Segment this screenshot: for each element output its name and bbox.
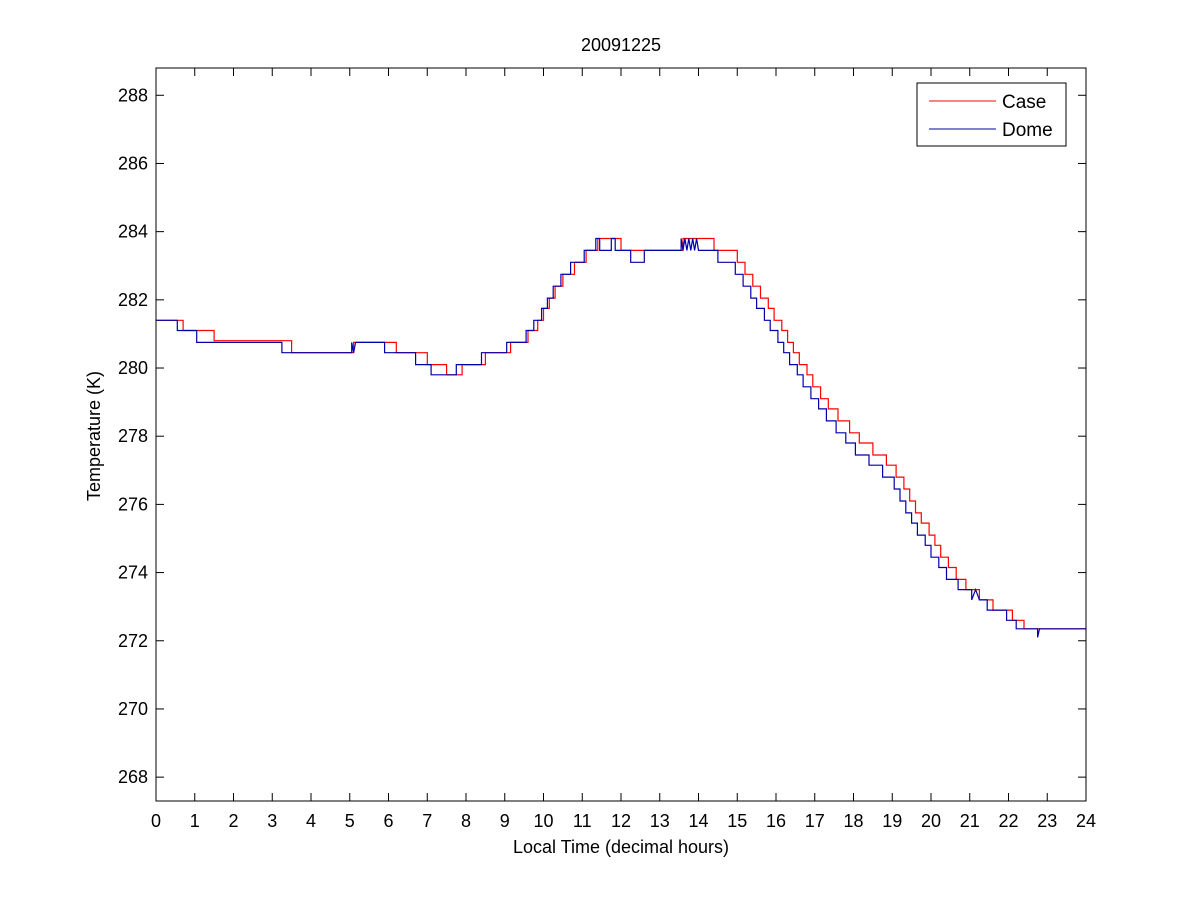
y-tick-label: 284 — [118, 222, 148, 242]
chart-title: 20091225 — [581, 35, 661, 55]
y-tick-label: 278 — [118, 426, 148, 446]
x-tick-label: 19 — [882, 811, 902, 831]
x-tick-label: 9 — [500, 811, 510, 831]
series-layer — [156, 237, 1086, 638]
x-tick-label: 20 — [921, 811, 941, 831]
y-tick-label: 276 — [118, 494, 148, 514]
x-tick-label: 7 — [422, 811, 432, 831]
x-tick-label: 2 — [228, 811, 238, 831]
y-tick-label: 286 — [118, 153, 148, 173]
x-tick-label: 16 — [766, 811, 786, 831]
x-tick-label: 0 — [151, 811, 161, 831]
legend-box — [916, 82, 1067, 147]
y-tick-label: 282 — [118, 290, 148, 310]
y-tick-label: 280 — [118, 358, 148, 378]
y-tick-label: 274 — [118, 563, 148, 583]
x-tick-label: 12 — [611, 811, 631, 831]
legend-label-case: Case — [1002, 92, 1046, 113]
x-tick-label: 11 — [573, 811, 592, 831]
x-tick-label: 4 — [306, 811, 316, 831]
x-tick-label: 22 — [998, 811, 1018, 831]
legend-label-dome: Dome — [1002, 120, 1053, 141]
x-axis-label: Local Time (decimal hours) — [513, 837, 729, 857]
x-tick-label: 18 — [843, 811, 863, 831]
y-tick-label: 270 — [118, 699, 148, 719]
y-tick-label: 268 — [118, 767, 148, 787]
x-tick-label: 10 — [533, 811, 553, 831]
y-ticks: 268 270 272 274 276 278 280 282 284 286 288 — [118, 85, 1086, 787]
x-tick-label: 1 — [190, 811, 200, 831]
plot-area — [156, 68, 1086, 801]
y-axis-label: Temperature (K) — [84, 371, 104, 501]
x-tick-label: 8 — [461, 811, 471, 831]
x-tick-label: 21 — [960, 811, 980, 831]
x-tick-label: 24 — [1076, 811, 1096, 831]
series-line-dome — [156, 237, 1086, 638]
x-tick-label: 14 — [688, 811, 708, 831]
y-tick-label: 272 — [118, 631, 148, 651]
x-tick-label: 13 — [650, 811, 670, 831]
x-tick-label: 23 — [1037, 811, 1057, 831]
x-tick-label: 6 — [383, 811, 393, 831]
x-tick-label: 3 — [267, 811, 277, 831]
x-tick-label: 5 — [345, 811, 355, 831]
x-ticks: 0 1 2 3 4 5 6 7 8 9 10 11 12 13 14 15 16 17 18 19 20 21 22 23 24 — [151, 68, 1096, 831]
legend: Case Dome — [916, 82, 1067, 147]
y-tick-label: 288 — [118, 85, 148, 105]
x-tick-label: 15 — [727, 811, 747, 831]
x-tick-label: 17 — [805, 811, 825, 831]
